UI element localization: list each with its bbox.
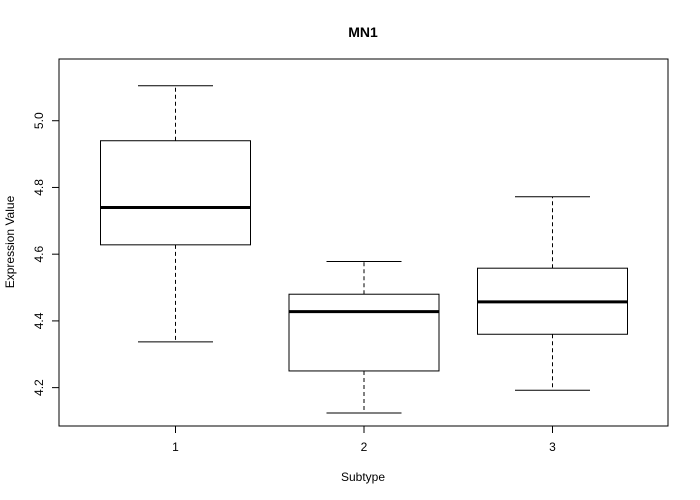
box-group — [477, 196, 628, 391]
chart-title: MN1 — [348, 24, 378, 40]
y-tick-label: 4.4 — [32, 312, 46, 329]
y-tick-label: 5.0 — [32, 112, 46, 129]
box-group — [100, 85, 251, 343]
y-tick-label: 4.6 — [32, 246, 46, 263]
y-tick-label: 4.2 — [32, 379, 46, 396]
iqr-box — [100, 140, 251, 246]
x-tick-label: 1 — [172, 440, 179, 454]
y-axis: 4.2 4.4 4.6 4.8 5.0 — [32, 112, 60, 396]
y-axis-label: Expression Value — [3, 195, 17, 288]
y-tick-label: 4.8 — [32, 179, 46, 196]
boxes-layer — [100, 85, 628, 414]
box-group — [288, 261, 440, 414]
iqr-box — [288, 293, 440, 372]
x-axis: 1 2 3 — [172, 425, 556, 454]
x-tick-label: 3 — [549, 440, 556, 454]
x-tick-label: 2 — [361, 440, 368, 454]
x-axis-label: Subtype — [341, 470, 385, 484]
